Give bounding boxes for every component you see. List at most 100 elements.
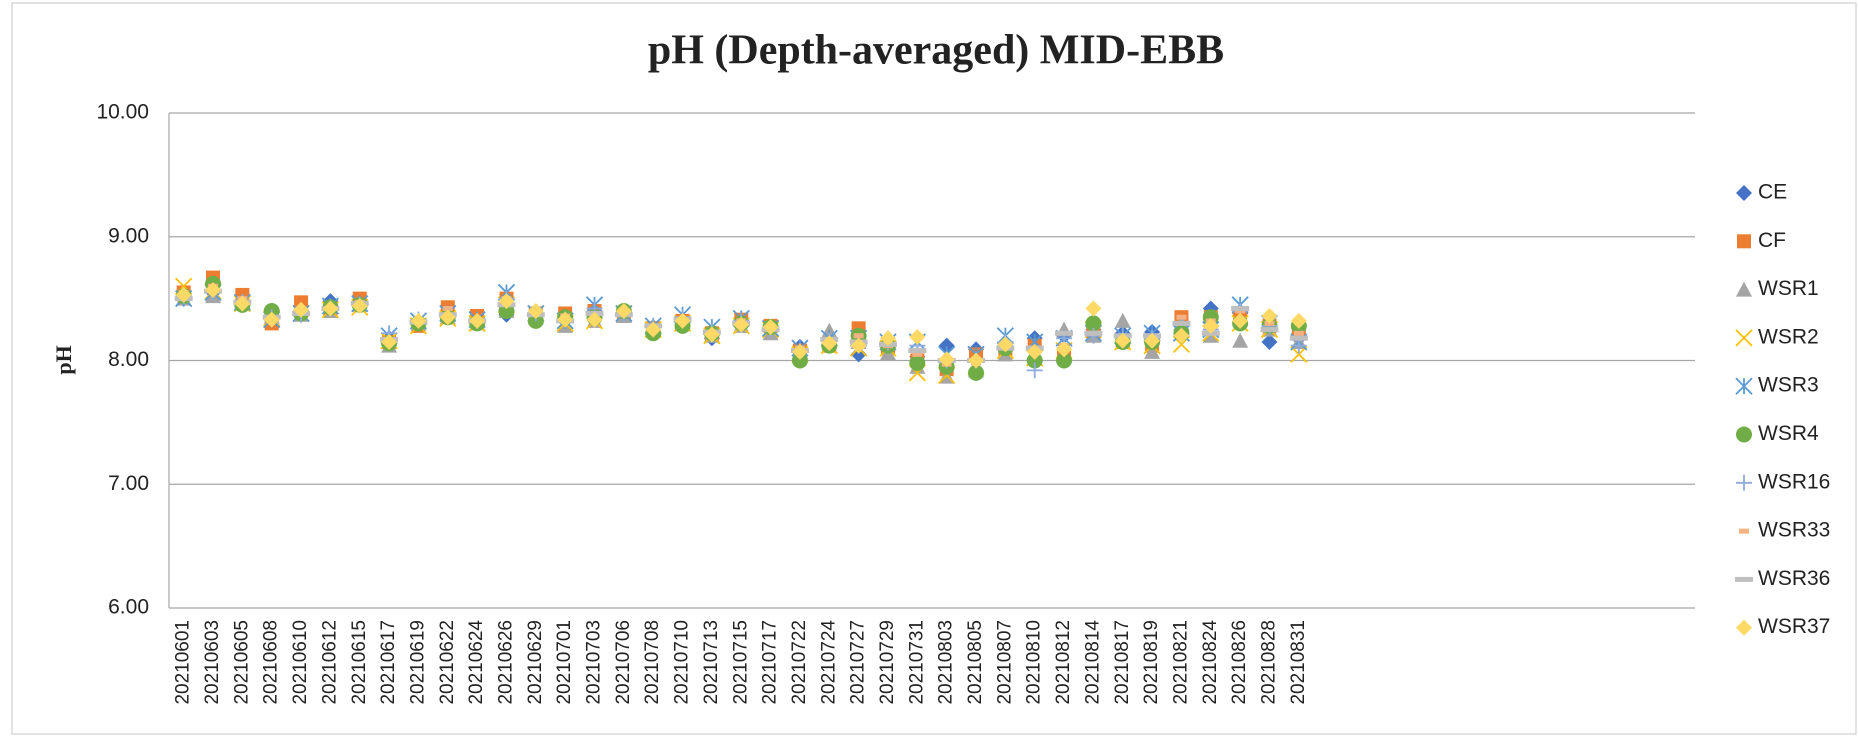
data-point [234,295,251,312]
data-point [1026,343,1043,360]
x-tick-label: 20210807 [994,620,1015,705]
y-tick-label: 7.00 [108,472,149,495]
data-point [351,298,368,315]
legend-marker [1736,281,1752,297]
data-point [263,311,280,328]
x-tick-label: 20210615 [349,620,370,705]
x-tick-label: 20210724 [818,620,839,705]
x-tick-label: 20210727 [848,620,869,705]
data-point [997,336,1014,353]
data-point [1173,327,1190,344]
legend-label: WSR37 [1758,615,1830,638]
data-point [1260,327,1279,333]
x-tick-label: 20210715 [730,620,751,705]
x-tick-label: 20210629 [525,620,546,705]
legend-marker [1736,426,1752,443]
data-point [1290,345,1308,363]
x-tick-label: 20210805 [965,620,986,705]
data-point [1290,312,1307,329]
x-tick-label: 20210710 [672,620,693,705]
data-point [1084,330,1103,336]
data-point [293,301,310,318]
data-point [527,303,544,319]
legend-marker [1736,185,1752,201]
x-tick-label: 20210701 [554,620,575,705]
data-point [557,311,574,328]
x-tick-label: 20210819 [1141,620,1162,705]
x-tick-label: 20210817 [1112,620,1133,705]
x-tick-label: 20210610 [290,620,311,705]
legend-marker [1735,377,1753,395]
data-point [1261,307,1278,324]
x-tick-label: 20210824 [1200,620,1221,705]
data-point [1055,330,1074,336]
data-point [1056,341,1073,358]
data-point [1026,352,1043,369]
data-point [381,333,398,350]
data-point [938,351,955,368]
data-point [1144,332,1161,349]
x-tick-label: 20210617 [378,620,399,705]
x-tick-label: 20210717 [760,620,781,705]
data-point [1144,343,1161,359]
data-point [439,309,456,326]
data-point [909,328,926,345]
data-point [850,346,867,363]
x-tick-label: 20210624 [466,620,487,705]
y-tick-label: 6.00 [108,596,149,619]
y-tick-label: 10.00 [96,101,149,124]
legend-marker [1736,474,1752,491]
data-point [968,364,985,381]
data-point [1176,314,1187,320]
data-point [586,311,603,328]
x-tick-label: 20210706 [613,620,634,705]
data-point [1231,306,1250,312]
data-point [322,300,339,317]
x-tick-label: 20210601 [173,620,194,705]
data-point [912,351,923,357]
legend-marker [1735,576,1753,582]
data-point [1172,320,1191,326]
data-point [1289,335,1308,341]
x-tick-label: 20210729 [877,620,898,705]
legend-marker [1736,619,1752,636]
chart-frame [11,2,1857,735]
x-tick-label: 20210810 [1024,620,1045,705]
data-point [703,326,720,343]
data-point [1026,362,1043,379]
legend-label: CF [1758,229,1786,252]
legend-label: WSR2 [1758,325,1819,348]
data-point [1202,317,1219,334]
legend-marker [1739,528,1749,534]
data-point [1085,315,1102,332]
x-tick-label: 20210803 [936,620,957,705]
x-tick-label: 20210612 [319,620,340,705]
x-tick-label: 20210821 [1170,620,1191,705]
x-tick-label: 20210828 [1258,620,1279,705]
data-point [762,319,779,336]
x-tick-label: 20210626 [495,620,516,705]
data-point [615,303,632,319]
x-tick-label: 20210708 [642,620,663,705]
x-tick-label: 20210812 [1053,620,1074,705]
data-point [1293,330,1304,336]
y-tick-label: 9.00 [108,224,149,247]
y-axis-label: pH [51,345,76,374]
data-point [791,343,808,360]
x-tick-label: 20210722 [789,620,810,705]
x-tick-label: 20210619 [407,620,428,705]
data-point [733,316,750,333]
data-point [1261,333,1278,350]
legend-marker [1735,329,1753,347]
data-point [850,337,867,354]
legend-label: WSR3 [1758,374,1819,397]
data-point [1114,332,1131,349]
x-tick-label: 20210603 [202,620,223,705]
chart-title: pH (Depth-averaged) MID-EBB [648,28,1224,74]
x-tick-label: 20210826 [1229,620,1250,705]
legend-label: CE [1758,181,1787,204]
legend-label: WSR1 [1758,277,1819,300]
data-point [821,335,838,352]
data-point [1056,352,1073,369]
